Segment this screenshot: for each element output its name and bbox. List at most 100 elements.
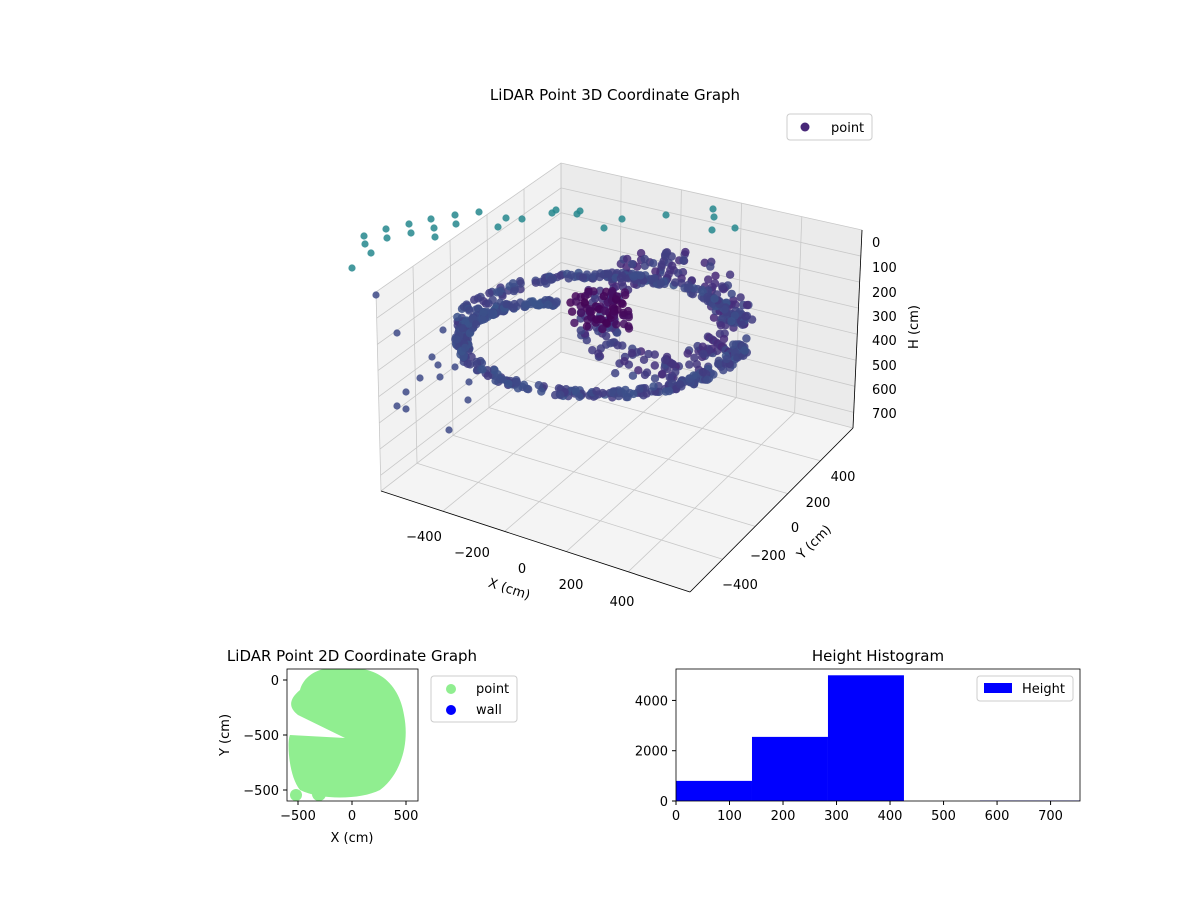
cloud-point bbox=[512, 377, 521, 387]
cloud-point bbox=[716, 321, 726, 330]
grid-line bbox=[627, 412, 795, 573]
cloud-point bbox=[704, 275, 713, 284]
cloud-point bbox=[606, 339, 615, 348]
cloud-point bbox=[543, 300, 553, 309]
legend-marker-height bbox=[984, 683, 1012, 693]
cloud-point bbox=[483, 371, 493, 381]
z-tick-label: 400 bbox=[872, 334, 897, 349]
histogram-frame bbox=[675, 668, 1081, 802]
y-tick-label: −200 bbox=[750, 549, 786, 564]
x-tick-label: 0 bbox=[518, 562, 526, 577]
z-tick-label: 300 bbox=[872, 310, 897, 325]
cloud-point bbox=[585, 307, 595, 317]
z-axis-line bbox=[852, 229, 863, 429]
cloud-point bbox=[640, 261, 649, 270]
cloud-point bbox=[736, 293, 745, 302]
cloud-point bbox=[473, 294, 483, 303]
cloud-point bbox=[656, 279, 666, 288]
cloud-point bbox=[534, 381, 543, 390]
cloud-point bbox=[621, 385, 630, 395]
y-ticks-2d: 0 −500 −500 bbox=[243, 674, 287, 799]
cloud-point bbox=[588, 346, 597, 355]
cloud-point bbox=[684, 283, 693, 292]
cloud-point bbox=[713, 359, 723, 368]
cloud-point bbox=[547, 275, 556, 284]
cloud-point bbox=[602, 331, 611, 341]
cloud-point bbox=[430, 224, 438, 232]
z-tick-label: 200 bbox=[872, 286, 897, 301]
legend-frame bbox=[976, 675, 1074, 702]
z-axis-label: H (cm) bbox=[907, 305, 922, 349]
y-tick-label: −500 bbox=[243, 784, 279, 799]
cloud-point bbox=[699, 349, 708, 359]
cloud-point bbox=[657, 260, 667, 269]
cloud-point bbox=[675, 380, 685, 389]
grid-line bbox=[379, 311, 855, 450]
grid-line bbox=[380, 351, 562, 492]
x-tick-label: 600 bbox=[985, 809, 1010, 824]
cloud-point bbox=[649, 382, 658, 391]
cloud-point bbox=[556, 271, 565, 280]
grid-line bbox=[375, 162, 863, 293]
cloud-point bbox=[488, 295, 497, 305]
histogram-title: Height Histogram bbox=[812, 647, 944, 665]
cloud-point bbox=[620, 288, 630, 297]
cloud-point bbox=[602, 318, 611, 328]
cloud-point bbox=[491, 376, 500, 385]
cloud-point bbox=[664, 386, 674, 396]
cloud-point bbox=[592, 315, 601, 324]
cloud-point bbox=[650, 374, 660, 383]
cloud-point bbox=[463, 359, 472, 368]
x-tick-label: 0 bbox=[348, 809, 356, 824]
cloud-point bbox=[634, 366, 643, 375]
y-tick-label: −400 bbox=[722, 578, 758, 593]
cloud-point bbox=[619, 308, 628, 318]
cloud-point bbox=[639, 355, 649, 364]
cloud-point bbox=[436, 373, 444, 381]
cloud-point bbox=[465, 306, 474, 315]
cloud-point bbox=[720, 305, 729, 314]
cloud-point bbox=[531, 300, 541, 309]
cloud-point bbox=[431, 233, 439, 241]
cloud-point bbox=[583, 315, 592, 325]
grid-line bbox=[794, 216, 803, 413]
cloud-point bbox=[536, 278, 545, 287]
cloud-point bbox=[650, 350, 659, 359]
histogram-bar bbox=[827, 675, 904, 801]
cloud-point bbox=[509, 303, 518, 313]
cloud-point bbox=[580, 298, 589, 307]
x-tick-label: 400 bbox=[610, 595, 635, 610]
cloud-point bbox=[589, 272, 598, 281]
cloud-point bbox=[668, 261, 677, 270]
plot2d: LiDAR Point 2D Coordinate Graph −500 0 5… bbox=[218, 647, 518, 846]
point-cloud-2d bbox=[288, 669, 406, 798]
cloud-point bbox=[592, 386, 601, 396]
cloud-point bbox=[636, 271, 645, 280]
cloud-point bbox=[709, 370, 718, 379]
cloud-point bbox=[439, 326, 447, 334]
cloud-point bbox=[522, 384, 532, 393]
x-tick-label: −200 bbox=[454, 546, 490, 561]
legend-3d: point bbox=[786, 113, 873, 141]
cloud-point bbox=[552, 297, 561, 306]
cloud-point bbox=[445, 426, 453, 434]
cloud-point bbox=[479, 308, 488, 317]
cloud-point bbox=[719, 334, 729, 344]
cloud-point bbox=[742, 300, 752, 310]
point-blob bbox=[312, 787, 326, 801]
cloud-point bbox=[427, 215, 435, 223]
cloud-point bbox=[383, 234, 391, 242]
cloud-point bbox=[575, 392, 584, 401]
cloud-point bbox=[729, 340, 738, 349]
cloud-point bbox=[583, 289, 593, 299]
z-tick-label: 600 bbox=[872, 383, 897, 398]
cloud-point bbox=[742, 334, 751, 343]
grid-line bbox=[377, 212, 860, 345]
cloud-point bbox=[642, 368, 652, 377]
histogram-x-ticks: 0 100 200 300 400 500 600 700 bbox=[672, 801, 1063, 824]
histogram-y-ticks: 0 2000 4000 bbox=[635, 694, 676, 810]
cloud-point bbox=[649, 259, 658, 268]
x-tick-label: 300 bbox=[824, 809, 849, 824]
grid-line bbox=[452, 435, 756, 527]
cloud-point bbox=[348, 264, 356, 272]
